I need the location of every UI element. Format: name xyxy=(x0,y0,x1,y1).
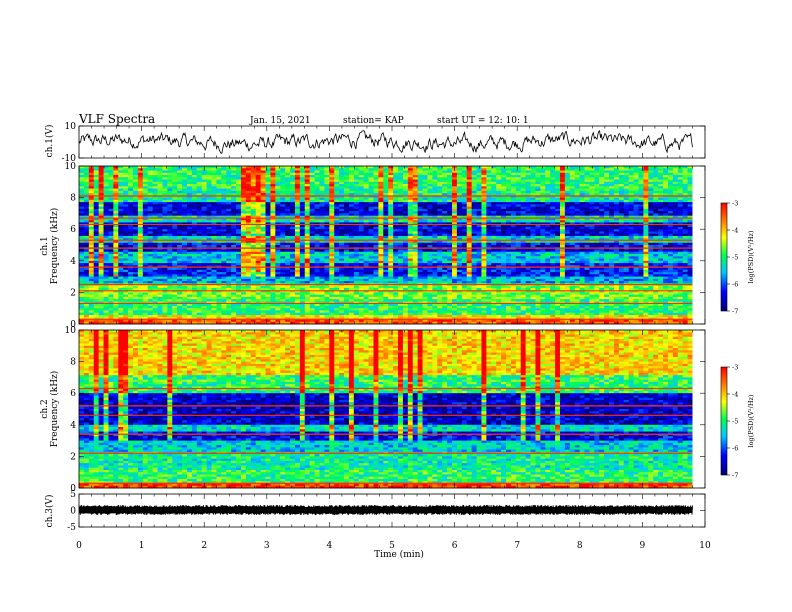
ch3-waveform-panel: 5 0 -5 xyxy=(67,490,706,533)
ch1-waveform-panel: 10 -10 xyxy=(62,122,706,164)
ch3-waveform-trace xyxy=(78,504,693,516)
ch1-spectrogram-ytick-label: 8 xyxy=(70,194,76,204)
colorbar-tick-label: -4 xyxy=(732,227,738,235)
ch3-waveform-ylabel: ch.3(V) xyxy=(44,495,55,528)
ch3-waveform-ytick-label: 5 xyxy=(70,490,76,500)
ch2-spectrogram-cells xyxy=(79,330,693,489)
ch1-spectrogram-ytick-label: 6 xyxy=(70,225,76,235)
colorbar-tick-label: -5 xyxy=(732,254,738,262)
ch1-waveform-ytick-label: -10 xyxy=(62,154,77,164)
x-tick-label: 5 xyxy=(389,541,395,551)
x-tick-label: 9 xyxy=(640,541,646,551)
x-tick-label: 10 xyxy=(699,541,711,551)
ch3-waveform-ytick-label: 0 xyxy=(70,507,76,517)
ch2-spectrogram-panel: 0 2 4 6 8 10 xyxy=(65,326,706,494)
ch2-spectrogram-ytick-label: 2 xyxy=(70,452,76,462)
ch1-waveform-ytick-label: 10 xyxy=(65,122,77,132)
ch1-waveform-ylabel: ch.1(V) xyxy=(44,125,55,158)
x-tick-label: 0 xyxy=(76,541,82,551)
ch2-spectrogram-ylabel: ch.2 Frequency (kHz) xyxy=(40,371,60,448)
colorbar-tick-label: -6 xyxy=(732,281,738,289)
colorbar-tick-label: -7 xyxy=(732,472,738,480)
colorbar-tick-label: -3 xyxy=(732,200,738,208)
figure-title: VLF Spectra xyxy=(78,112,155,126)
x-tick-label: 8 xyxy=(577,541,583,551)
header-start-time: start UT = 12: 10: 1 xyxy=(437,116,529,126)
ch1-spectrogram-ytick-label: 4 xyxy=(70,257,76,267)
x-axis-label: Time (min) xyxy=(374,549,424,560)
ch1-spectrogram-ylabel: ch.1 Frequency (kHz) xyxy=(40,208,60,285)
header-date: Jan. 15, 2021 xyxy=(249,116,311,126)
ch1-spectrogram-ytick-label: 0 xyxy=(70,320,76,330)
ch2-spectrogram-ytick-label: 8 xyxy=(70,358,76,368)
ch1-spectrogram-cells xyxy=(79,166,693,325)
ch2-spectrogram-ytick-label: 10 xyxy=(65,326,77,336)
x-tick-label: 1 xyxy=(139,541,145,551)
colorbar-tick-label: -3 xyxy=(732,364,738,372)
colorbar-tick-label: -4 xyxy=(732,391,738,399)
ch1-waveform-trace xyxy=(78,129,693,154)
header-station: station= KAP xyxy=(343,116,404,126)
colorbar-tick-label: -5 xyxy=(732,418,738,426)
colorbar-tick-label: -6 xyxy=(732,445,738,453)
ch1-spectrogram-ytick-label: 10 xyxy=(65,162,77,172)
colorbar-ch1: log(PSD)(V²/Hz) -3-4-5-6-7 xyxy=(720,200,755,316)
x-tick-label: 4 xyxy=(327,541,333,551)
colorbar-tick-label: -7 xyxy=(732,308,738,316)
colorbar-ch2: log(PSD)(V²/Hz) -3-4-5-6-7 xyxy=(720,364,755,480)
x-tick-label: 6 xyxy=(452,541,458,551)
ch2-spectrogram-ytick-label: 0 xyxy=(70,484,76,494)
x-tick-label: 7 xyxy=(514,541,520,551)
x-tick-label: 2 xyxy=(201,541,207,551)
ch2-spectrogram-ytick-label: 4 xyxy=(70,421,76,431)
ch3-waveform-ytick-label: -5 xyxy=(67,523,76,533)
x-tick-label: 3 xyxy=(264,541,270,551)
ch1-spectrogram-panel: 0 2 4 6 8 10 xyxy=(65,162,706,330)
ch1-spectrogram-ytick-label: 2 xyxy=(70,288,76,298)
ch2-spectrogram-ytick-label: 6 xyxy=(70,389,76,399)
